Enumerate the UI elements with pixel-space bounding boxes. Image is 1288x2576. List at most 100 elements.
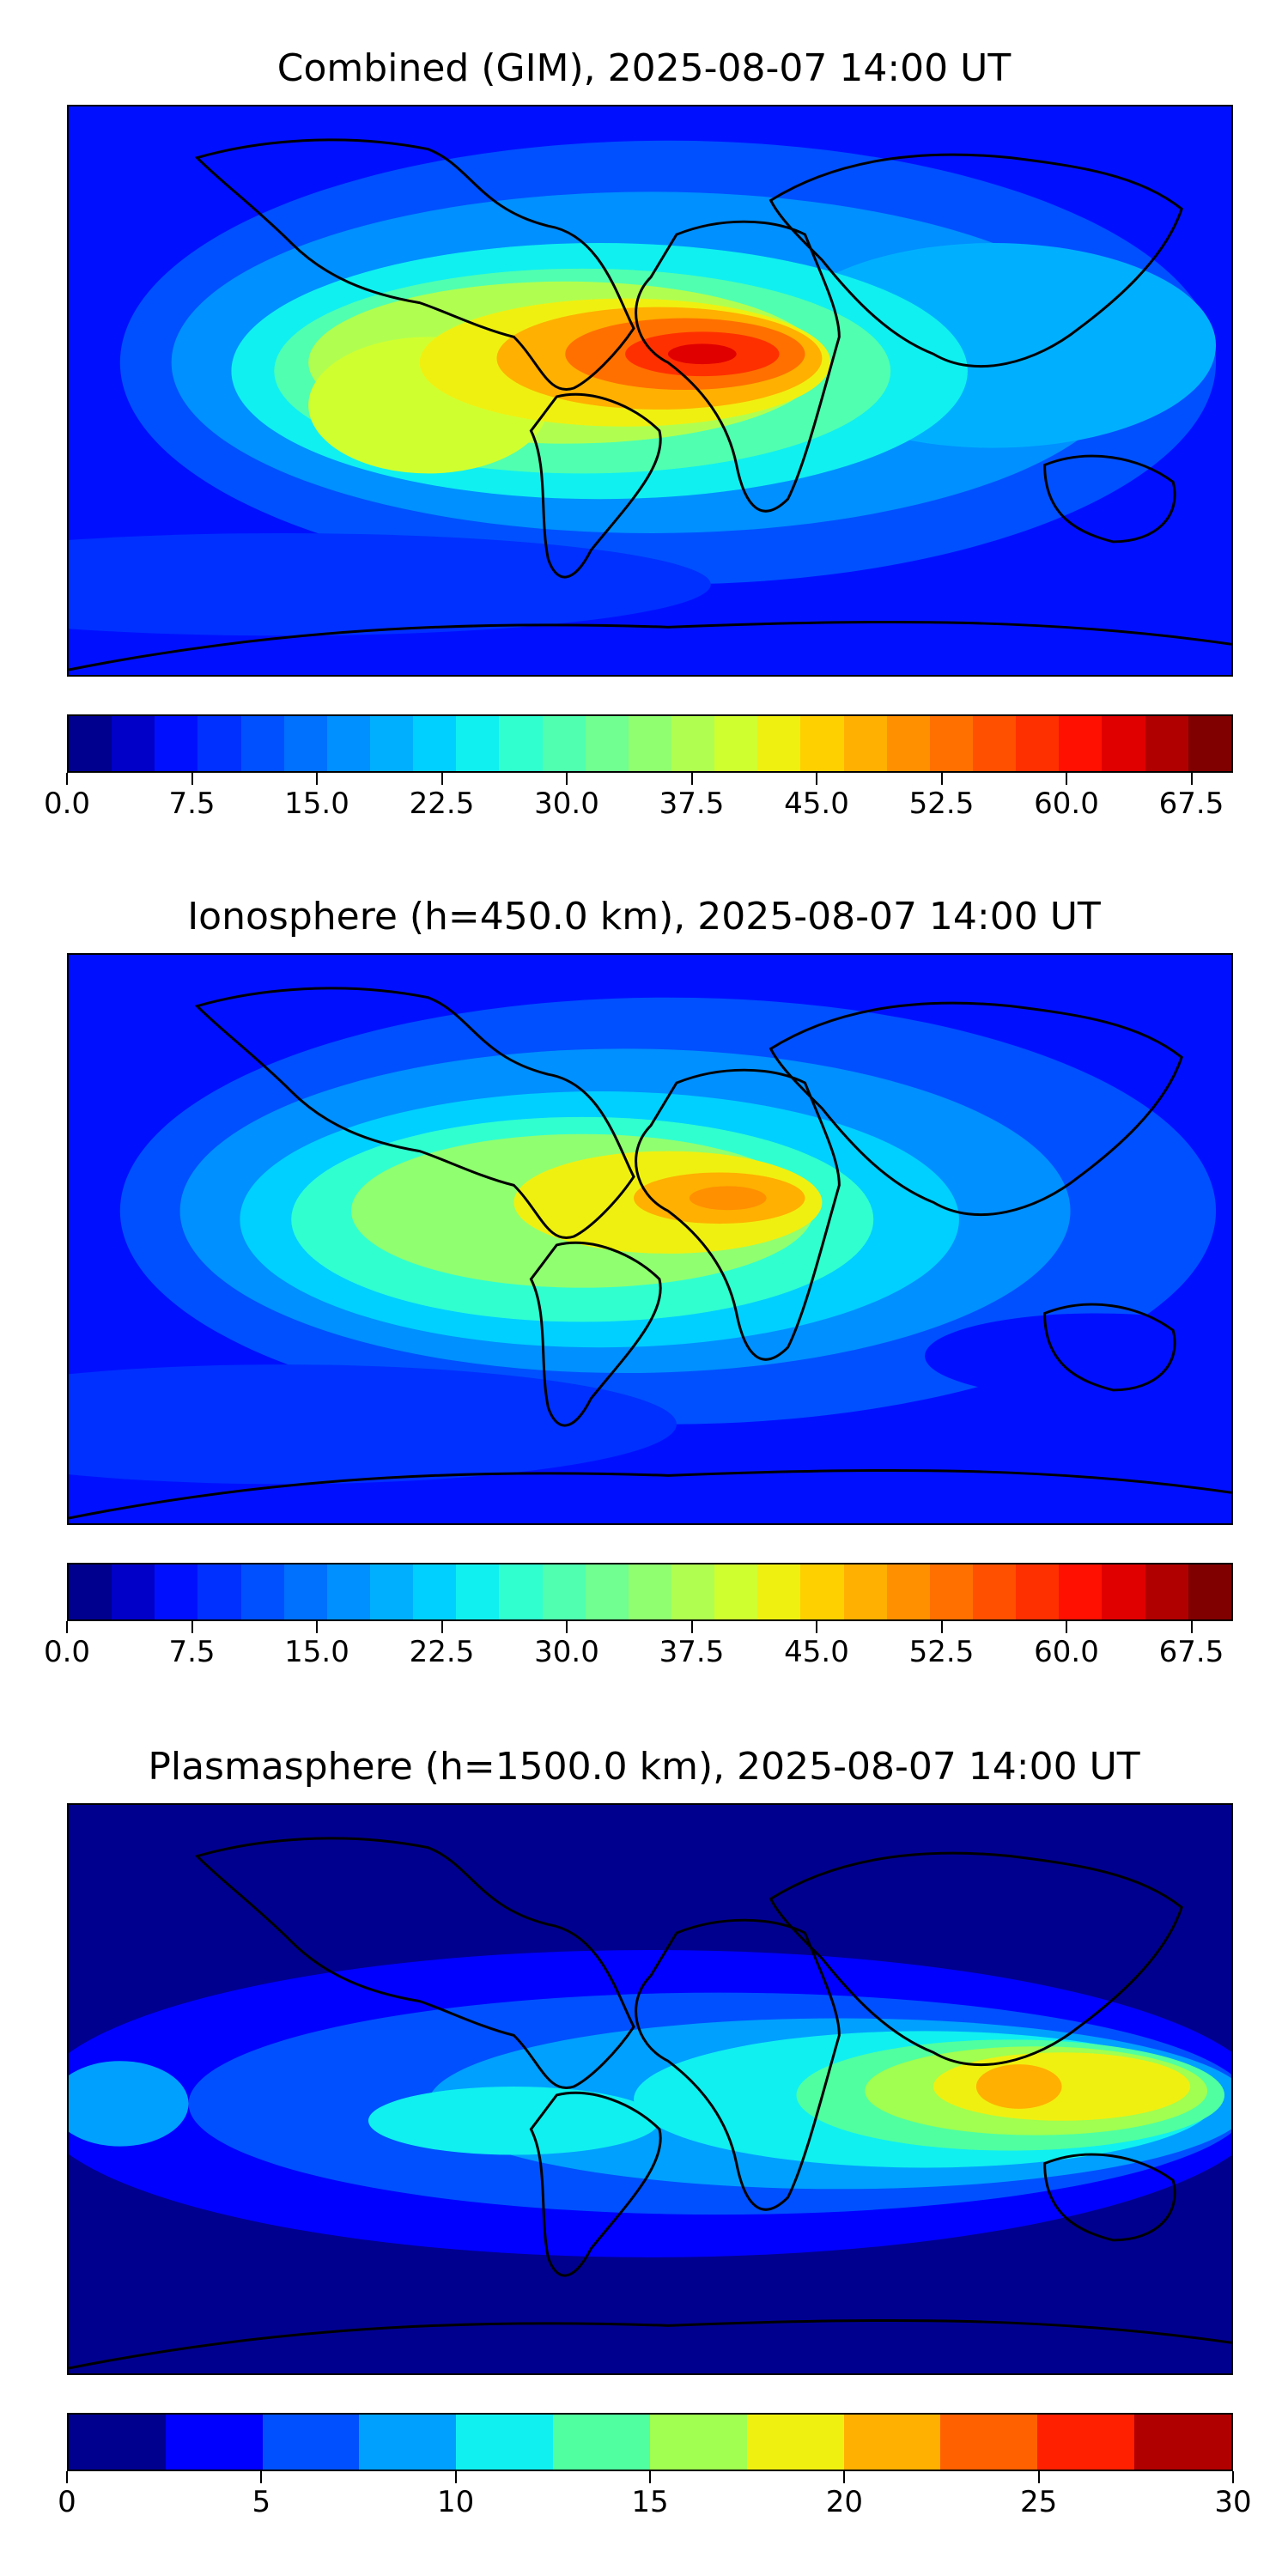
colorbar-tick: [690, 1621, 693, 1633]
colorbar: [67, 2413, 1233, 2471]
colorbar-swatch: [585, 716, 629, 771]
colorbar-swatch: [757, 1564, 801, 1619]
colorbar-tick-label: 0.0: [43, 787, 91, 821]
colorbar-swatch: [499, 1564, 543, 1619]
colorbar-tick-label: 10: [437, 2485, 475, 2519]
colorbar-swatch: [746, 2415, 844, 2470]
colorbar-swatch: [671, 716, 715, 771]
colorbar-swatch: [413, 716, 457, 771]
colorbar-swatch: [929, 1564, 973, 1619]
colorbar-swatch: [1188, 716, 1231, 771]
colorbar-swatch: [283, 716, 327, 771]
contour-level: [368, 2087, 659, 2155]
colorbar-tick: [454, 2471, 457, 2483]
colorbar-swatch: [456, 2415, 554, 2470]
colorbar-tick: [816, 1621, 817, 1633]
colorbar-swatch: [843, 1564, 887, 1619]
colorbar-tick: [1190, 773, 1193, 785]
colorbar-tick-label: 15.0: [284, 787, 349, 821]
panel-title: Combined (GIM), 2025-08-07 14:00 UT: [276, 46, 1012, 90]
colorbar-tick-label: 7.5: [168, 787, 216, 821]
colorbar-swatch: [1037, 2415, 1135, 2470]
colorbar-swatch: [800, 716, 844, 771]
colorbar-tick-label: 15: [631, 2485, 669, 2519]
colorbar-tick-label: 7.5: [168, 1635, 216, 1669]
contour-peak: [975, 2064, 1062, 2109]
colorbar-swatch: [283, 1564, 327, 1619]
colorbar-tick-label: 25: [1020, 2485, 1058, 2519]
colorbar-swatch: [369, 1564, 414, 1619]
colorbar-swatch: [326, 716, 370, 771]
colorbar-tick: [440, 773, 443, 785]
colorbar-swatch: [112, 1564, 155, 1619]
colorbar-swatch: [542, 1564, 586, 1619]
colorbar-tick-label: 30.0: [534, 787, 599, 821]
colorbar-tick: [1037, 2471, 1040, 2483]
colorbar-swatch: [1188, 1564, 1231, 1619]
colorbar-swatch: [456, 1564, 500, 1619]
panel-title: Ionosphere (h=450.0 km), 2025-08-07 14:0…: [187, 895, 1101, 939]
coastlines: [69, 138, 1231, 671]
colorbar-swatch: [972, 1564, 1017, 1619]
colorbar-swatch: [413, 1564, 457, 1619]
colorbar-tick: [316, 1621, 318, 1633]
colorbar-tick-label: 52.5: [908, 1635, 975, 1669]
colorbar-swatch: [671, 1564, 715, 1619]
colorbar-tick-label: 45.0: [784, 787, 849, 821]
colorbar-swatch: [69, 716, 112, 771]
colorbar-tick: [940, 773, 943, 785]
colorbar-tick-label: 15.0: [284, 1635, 349, 1669]
colorbar-swatch: [1059, 716, 1103, 771]
colorbar-tick: [1190, 1621, 1193, 1633]
colorbar-tick-label: 37.5: [659, 1635, 725, 1669]
colorbar-swatch: [1016, 1564, 1060, 1619]
colorbar-swatch: [1016, 716, 1060, 771]
colorbar-tick-label: 22.5: [409, 787, 475, 821]
colorbar-tick-label: 20: [825, 2485, 863, 2519]
colorbar-swatch: [197, 716, 241, 771]
colorbar-swatch: [326, 1564, 370, 1619]
colorbar-tick: [66, 2471, 68, 2483]
colorbar-swatch: [1145, 1564, 1188, 1619]
colorbar-swatch: [843, 716, 887, 771]
colorbar-swatch: [69, 1564, 112, 1619]
colorbar-tick-label: 60.0: [1034, 1635, 1099, 1669]
colorbar-tick: [940, 1621, 943, 1633]
colorbar-tick: [191, 773, 193, 785]
colorbar-swatch: [359, 2415, 457, 2470]
colorbar-swatch: [628, 716, 671, 771]
colorbar-tick: [316, 773, 318, 785]
colorbar-swatch: [714, 716, 758, 771]
map-plot: [67, 105, 1233, 677]
colorbar-swatch: [714, 1564, 758, 1619]
colorbar-swatch: [240, 716, 284, 771]
colorbar-tick-label: 30.0: [534, 1635, 599, 1669]
colorbar-tick: [843, 2471, 846, 2483]
colorbar-swatch: [112, 716, 155, 771]
colorbar-swatch: [585, 1564, 629, 1619]
colorbar-swatch: [499, 716, 543, 771]
colorbar-swatch: [800, 1564, 844, 1619]
tec-map-combined: [69, 106, 1231, 675]
colorbar-swatch: [929, 716, 973, 771]
contour-peak: [689, 1186, 767, 1211]
colorbar-swatch: [542, 716, 586, 771]
colorbar-tick-label: 22.5: [409, 1635, 475, 1669]
colorbar-swatch: [757, 716, 801, 771]
contour-level: [69, 2061, 189, 2147]
colorbar-swatch: [155, 716, 198, 771]
colorbar-swatch: [1134, 2415, 1231, 2470]
colorbar-tick-label: 52.5: [908, 787, 975, 821]
colorbar-tick-label: 5: [252, 2485, 271, 2519]
colorbar-swatch: [886, 1564, 930, 1619]
colorbar-tick-label: 0.0: [43, 1635, 91, 1669]
colorbar-tick-label: 0: [58, 2485, 76, 2519]
colorbar-tick: [566, 773, 568, 785]
colorbar-tick-label: 30: [1214, 2485, 1252, 2519]
colorbar-swatch: [843, 2415, 941, 2470]
colorbar-tick-label: 45.0: [784, 1635, 849, 1669]
colorbar-swatch: [197, 1564, 241, 1619]
colorbar-tick: [1232, 2471, 1234, 2483]
colorbar-tick: [66, 1621, 68, 1633]
coastlines: [69, 1837, 1231, 2370]
